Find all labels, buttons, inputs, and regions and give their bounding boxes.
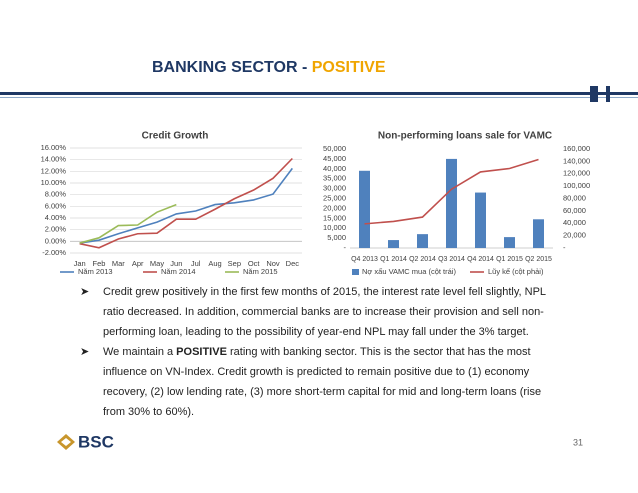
- y-tick-label: 6.00%: [45, 201, 67, 210]
- y-tick-label: -: [344, 243, 347, 252]
- x-tick-label: Q3 2014: [438, 256, 465, 263]
- bullet: ➤ We maintain a POSITIVE rating with bank…: [80, 342, 560, 422]
- logo-text: BSC: [78, 432, 114, 451]
- x-tick-label: Q1 2014: [380, 256, 407, 263]
- page-number: 31: [573, 437, 583, 447]
- y-tick-label: 0.00%: [45, 236, 67, 245]
- y-tick-label: 80,000: [563, 193, 586, 202]
- bullet-text: Credit grew positively in the first few …: [103, 286, 546, 338]
- y-tick-label: 100,000: [563, 181, 590, 190]
- title-main: BANKING SECTOR -: [152, 59, 312, 76]
- x-tick-label: Oct: [248, 259, 261, 268]
- x-tick-label: Feb: [93, 259, 106, 268]
- x-tick-label: Sep: [228, 259, 241, 268]
- header-rule: [0, 92, 638, 95]
- bar: [388, 240, 399, 248]
- legend-label: Năm 2015: [243, 267, 278, 276]
- y-tick-label: 8.00%: [45, 190, 67, 199]
- header-rule-thin: [0, 97, 638, 98]
- y-tick-label: 15,000: [323, 213, 346, 222]
- x-tick-label: Jun: [170, 259, 182, 268]
- y-tick-label: 5,000: [327, 233, 346, 242]
- bar: [359, 170, 370, 248]
- y-tick-label: 14.00%: [41, 155, 67, 164]
- logo: BSC: [57, 432, 114, 451]
- x-tick-label: Jan: [74, 259, 86, 268]
- legend-swatch: [352, 269, 359, 275]
- x-tick-label: Q2 2014: [409, 256, 436, 263]
- title-highlight: POSITIVE: [312, 59, 386, 76]
- bar: [475, 192, 486, 248]
- header-block: [590, 86, 598, 102]
- legend-label: Lũy kế (cột phải): [488, 267, 544, 276]
- bar: [417, 234, 428, 248]
- y-tick-label: 12.00%: [41, 166, 67, 175]
- y-tick-label: 40,000: [323, 164, 346, 173]
- bullet: ➤ Credit grew positively in the first few…: [80, 282, 560, 342]
- bullet-text-part: We maintain a: [103, 346, 177, 358]
- x-tick-label: Q4 2013: [351, 256, 378, 263]
- x-tick-label: Q4 2014: [467, 256, 494, 263]
- chart-title: Non-performing loans sale for VAMC: [378, 131, 552, 142]
- y-tick-label: 16.00%: [41, 143, 67, 152]
- x-tick-label: Apr: [132, 259, 144, 268]
- series-line: [79, 157, 293, 249]
- legend-label: Nợ xấu VAMC mua (cột trái): [362, 267, 456, 276]
- series-line: [79, 203, 177, 244]
- y-tick-label: 20,000: [563, 231, 586, 240]
- y-tick-label: -2.00%: [42, 248, 66, 257]
- x-tick-label: Jul: [191, 259, 201, 268]
- y-tick-label: -: [563, 243, 566, 252]
- slide-title: BANKING SECTOR - POSITIVE: [152, 59, 386, 76]
- x-tick-label: Q2 2015: [525, 256, 552, 263]
- x-tick-label: May: [150, 259, 164, 268]
- y-tick-label: 4.00%: [45, 213, 67, 222]
- bar: [504, 237, 515, 248]
- bar: [446, 158, 457, 248]
- x-tick-label: Dec: [286, 259, 300, 268]
- y-tick-label: 40,000: [563, 218, 586, 227]
- y-tick-label: 50,000: [323, 144, 346, 153]
- chart-title: Credit Growth: [142, 131, 209, 142]
- bullet-bold: POSITIVE: [176, 346, 227, 358]
- x-tick-label: Nov: [266, 259, 280, 268]
- series-line: [79, 167, 293, 244]
- y-tick-label: 20,000: [323, 203, 346, 212]
- bullet-arrow: ➤: [80, 346, 90, 358]
- y-tick-label: 2.00%: [45, 225, 67, 234]
- x-tick-label: Q1 2015: [496, 256, 523, 263]
- bullet-text: We maintain a POSITIVE rating with banki…: [103, 342, 560, 422]
- series-line: [364, 158, 539, 225]
- y-tick-label: 10,000: [323, 223, 346, 232]
- y-tick-label: 35,000: [323, 174, 346, 183]
- bar: [533, 219, 544, 248]
- x-tick-label: Mar: [112, 259, 125, 268]
- y-tick-label: 60,000: [563, 206, 586, 215]
- y-tick-label: 45,000: [323, 154, 346, 163]
- y-tick-label: 140,000: [563, 156, 590, 165]
- bullet-arrow: ➤: [80, 286, 90, 298]
- legend-label: Năm 2014: [161, 267, 196, 276]
- bullet-text-part: rating with banking sector. This is the …: [103, 346, 542, 418]
- logo-icon-inner: [61, 438, 71, 446]
- x-tick-label: Aug: [208, 259, 221, 268]
- legend-label: Năm 2013: [78, 267, 113, 276]
- y-tick-label: 30,000: [323, 184, 346, 193]
- y-tick-label: 25,000: [323, 193, 346, 202]
- header-block: [606, 86, 610, 102]
- y-tick-label: 10.00%: [41, 178, 67, 187]
- y-tick-label: 120,000: [563, 169, 590, 178]
- y-tick-label: 160,000: [563, 144, 590, 153]
